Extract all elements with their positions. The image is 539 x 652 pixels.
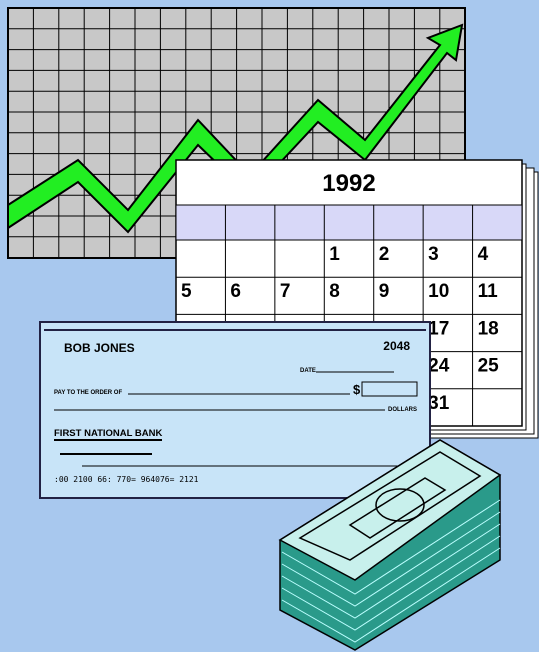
page: {"calendar": {"year": "1992", "rows": [[… bbox=[0, 0, 539, 652]
date-label: DATE bbox=[300, 368, 316, 374]
weekday-row bbox=[176, 205, 522, 240]
check: BOB JONES 2048 DATE PAY TO THE ORDER OF … bbox=[40, 322, 430, 498]
calendar-day: 6 bbox=[230, 281, 241, 302]
bank-name: FIRST NATIONAL BANK bbox=[54, 428, 163, 439]
calendar-day: 1 bbox=[329, 244, 340, 265]
calendar-day: 9 bbox=[379, 281, 390, 302]
currency: $ bbox=[353, 382, 361, 397]
calendar-day: 3 bbox=[428, 244, 439, 265]
calendar-day: 10 bbox=[428, 281, 449, 302]
micr-line: :00 2100 66: 770= 964076= 2121 bbox=[54, 475, 199, 484]
calendar-day: 11 bbox=[478, 281, 499, 302]
calendar-day: 18 bbox=[478, 318, 499, 339]
payer: BOB JONES bbox=[64, 341, 135, 355]
calendar-day: 31 bbox=[428, 393, 450, 414]
calendar-day: 2 bbox=[379, 244, 390, 265]
calendar-day: 8 bbox=[329, 281, 340, 302]
calendar-day: 4 bbox=[478, 244, 489, 265]
calendar-year: 1992 bbox=[322, 170, 375, 197]
calendar-day: 24 bbox=[428, 356, 450, 377]
illustration: 1992 123456789101112131415161718242531 B… bbox=[0, 0, 539, 652]
check-number: 2048 bbox=[383, 339, 410, 353]
calendar-day: 17 bbox=[428, 318, 449, 339]
dollars-label: DOLLARS bbox=[388, 407, 417, 413]
pay-to-label: PAY TO THE ORDER OF bbox=[54, 390, 122, 396]
calendar-day: 25 bbox=[478, 356, 500, 377]
calendar-day: 5 bbox=[181, 281, 192, 302]
calendar-day: 7 bbox=[280, 281, 291, 302]
